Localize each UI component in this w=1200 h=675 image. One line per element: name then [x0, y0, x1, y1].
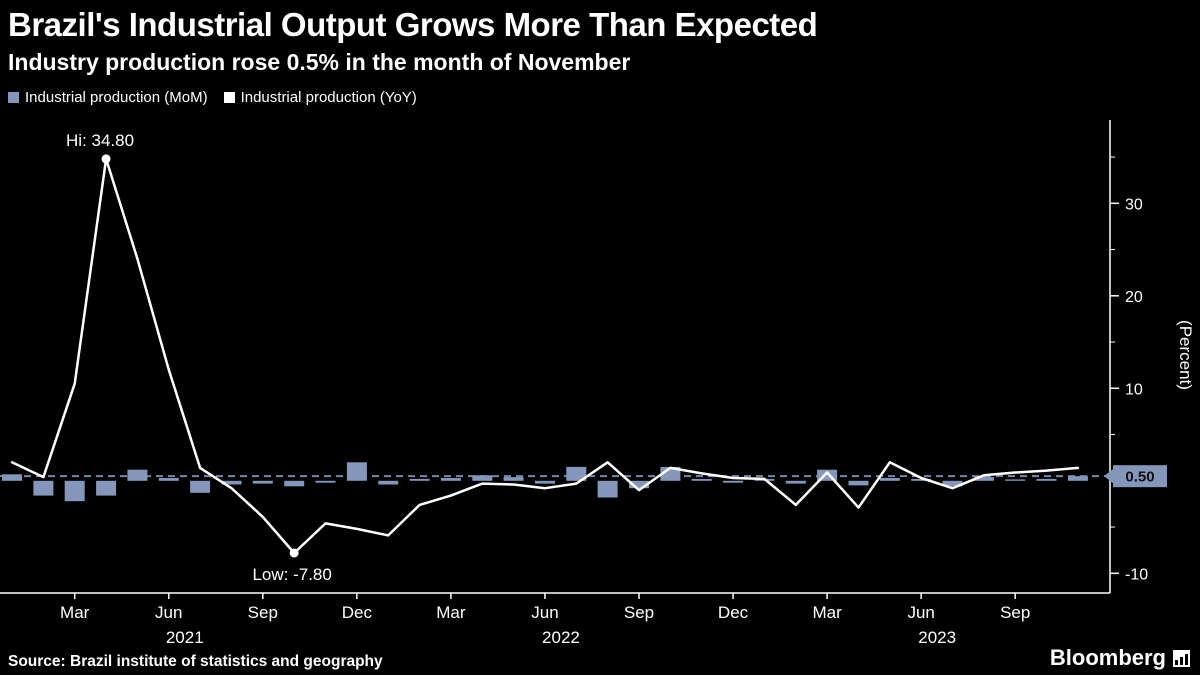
y-tick-label: 10: [1125, 381, 1143, 398]
x-tick-label: Dec: [718, 603, 749, 622]
mom-bar: [1005, 479, 1026, 481]
chart-header: Brazil's Industrial Output Grows More Th…: [8, 6, 1192, 106]
last-value-badge-label: 0.50: [1125, 469, 1154, 486]
mom-bar: [1036, 478, 1057, 481]
high-annotation: Hi: 34.80: [66, 131, 134, 150]
mom-bar: [252, 480, 273, 484]
mom-bar: [1067, 476, 1088, 481]
source-note: Source: Brazil institute of statistics a…: [8, 653, 383, 670]
last-value-badge: [1113, 465, 1167, 488]
low-annotation: Low: -7.80: [252, 565, 331, 584]
mom-bar: [64, 480, 85, 502]
y-tick-label: 30: [1125, 196, 1143, 213]
mom-bar: [190, 480, 211, 493]
year-label: 2022: [542, 628, 580, 647]
mom-bar: [221, 480, 242, 485]
mom-bar: [284, 480, 305, 487]
chart-footer: Source: Brazil institute of statistics a…: [8, 645, 1190, 671]
chart-title: Brazil's Industrial Output Grows More Th…: [8, 6, 818, 43]
mom-bar: [378, 480, 399, 485]
legend-item-yoy: Industrial production (YoY): [223, 89, 417, 106]
mom-bar: [973, 477, 994, 481]
yoy-line: [10, 157, 1080, 555]
legend-label-mom: Industrial production (MoM): [25, 89, 208, 106]
mom-bar: [503, 477, 524, 481]
mom-bar: [535, 480, 555, 484]
mom-bar: [942, 480, 963, 487]
x-tick-label: Mar: [812, 603, 842, 622]
mom-bar: [409, 478, 430, 481]
year-label: 2023: [918, 628, 956, 647]
bloomberg-logo-icon: [1173, 649, 1190, 667]
mom-bar: [785, 480, 806, 484]
mom-bar: [158, 478, 179, 481]
mom-bar: [346, 462, 367, 481]
mom-bar: [879, 478, 900, 481]
x-tick-label: Dec: [342, 603, 373, 622]
legend: Industrial production (MoM) Industrial p…: [8, 89, 1192, 106]
mom-bar: [597, 480, 618, 498]
high-marker: [101, 154, 111, 164]
mom-bar: [440, 478, 461, 481]
mom-bar: [911, 478, 932, 481]
mom-bar: [96, 480, 117, 496]
bloomberg-wordmark: Bloomberg: [1049, 645, 1166, 670]
x-tick-label: Sep: [1000, 603, 1030, 622]
mom-bar: [817, 469, 838, 481]
legend-swatch-yoy-icon: [223, 92, 235, 103]
legend-swatch-mom-icon: [8, 92, 19, 103]
low-marker: [289, 548, 299, 558]
chart-subtitle: Industry production rose 0.5% in the mon…: [8, 49, 631, 75]
x-tick-label: Sep: [248, 603, 278, 622]
bloomberg-logo: Bloomberg: [1050, 645, 1190, 671]
y-tick-label: 20: [1125, 289, 1143, 306]
mom-bar: [691, 478, 712, 481]
x-tick-label: Jun: [907, 603, 934, 622]
y-tick-label: -10: [1125, 566, 1148, 583]
mom-bar: [33, 480, 54, 496]
legend-item-mom: Industrial production (MoM): [8, 89, 208, 106]
mom-bar: [848, 480, 869, 486]
last-value-badge-pointer: [1104, 469, 1113, 484]
x-tick-label: Jun: [531, 603, 558, 622]
mom-bar: [315, 480, 336, 483]
y-axis-title: (Percent): [1176, 320, 1195, 390]
mom-bar: [566, 466, 587, 481]
mom-bar: [472, 475, 493, 481]
x-tick-label: Mar: [436, 603, 466, 622]
legend-label-yoy: Industrial production (YoY): [240, 89, 417, 106]
x-tick-label: Sep: [624, 603, 654, 622]
year-label: 2021: [166, 628, 204, 647]
mom-bar: [723, 480, 744, 483]
mom-bar: [2, 474, 22, 481]
mom-bar: [629, 480, 649, 489]
x-tick-label: Mar: [60, 603, 90, 622]
x-tick-label: Jun: [155, 603, 182, 622]
